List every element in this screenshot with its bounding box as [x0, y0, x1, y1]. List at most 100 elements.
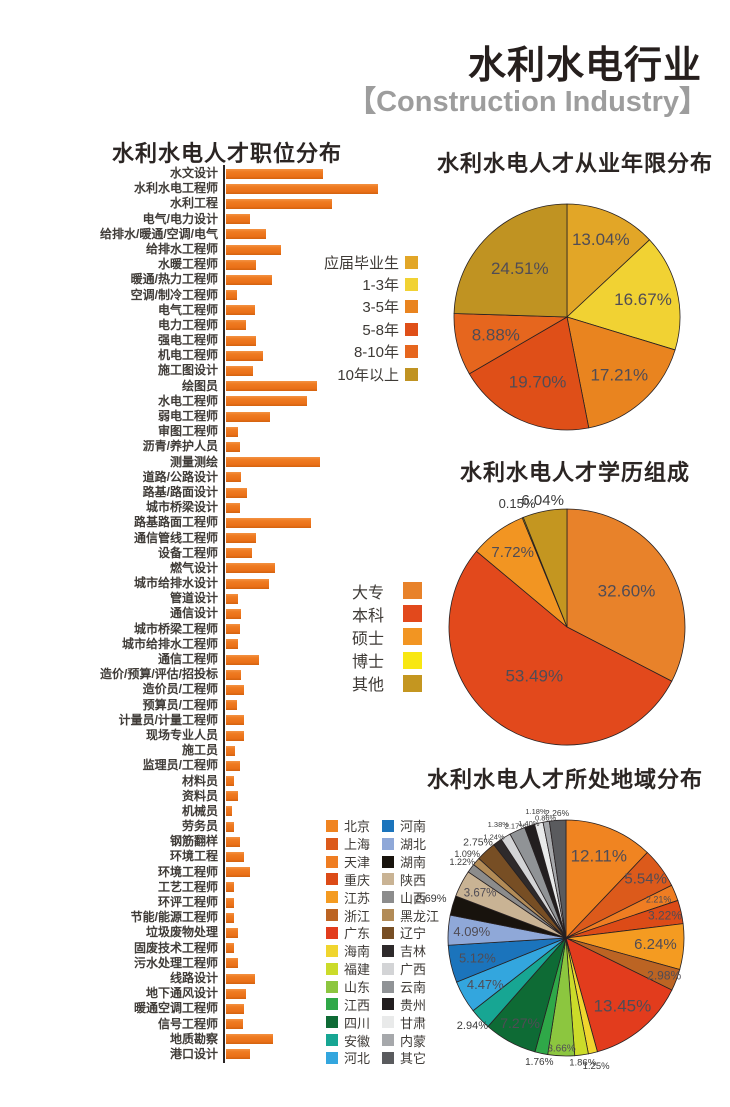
legend-item: 应届毕业生: [300, 251, 418, 273]
legend-region-col1: 北京 上海 天津 重庆 江苏 浙江 广东 海南 福建 山东 江西 四川 安徽 河北: [326, 817, 370, 1067]
legend-label: 硕士: [352, 630, 385, 648]
bar: [226, 593, 239, 604]
legend-item: 湖北: [382, 835, 439, 853]
bar-row: 通信管线工程师: [0, 531, 420, 546]
legend-label: 重庆: [344, 872, 371, 888]
bar-row: 绘图员: [0, 379, 420, 394]
bar: [226, 350, 263, 361]
bar-label: 水利水电工程师: [133, 181, 218, 196]
legend-label: 海南: [344, 944, 371, 960]
bar-row: 城市给排水工程师: [0, 637, 420, 652]
bar-row: 监理员/工程师: [0, 758, 420, 773]
bar-row: 固废技术工程师: [0, 941, 420, 956]
bar-label: 给排水工程师: [145, 241, 218, 256]
bar-row: 路基路面工程师: [0, 515, 420, 530]
bar-row: 给排水/暖通/空调/电气: [0, 227, 420, 242]
bar-label: 地质勘察: [169, 1031, 218, 1046]
bar: [226, 441, 240, 452]
bar-chart-axis-line: [223, 165, 225, 1063]
legend-item: 江西: [326, 995, 370, 1013]
pie-slice-1-3年: [566, 239, 681, 351]
bar-label: 暖通/热力工程师: [130, 272, 218, 287]
legend-swatch: [382, 873, 394, 886]
legend-label: 陕西: [400, 872, 427, 888]
bar-row: 设备工程师: [0, 546, 420, 561]
bar: [226, 381, 318, 392]
bar-row: 资料员: [0, 789, 420, 804]
pie-value-label: 1.40%: [518, 819, 540, 828]
legend-swatch: [403, 674, 422, 692]
bar-row: 港口设计: [0, 1047, 420, 1062]
bar-row: 管道设计: [0, 591, 420, 606]
pie-region-title: 水利水电人才所处地域分布: [426, 767, 703, 792]
legend-item: 天津: [326, 853, 370, 871]
bar-row: 电力工程师: [0, 318, 420, 333]
legend-swatch: [382, 926, 394, 939]
bar: [226, 988, 246, 999]
bar-label: 劳务员: [181, 819, 218, 834]
pie-value-label: 7.72%: [491, 544, 534, 561]
legend-swatch: [326, 909, 338, 922]
legend-item: 5-8年: [300, 318, 418, 340]
legend-label: 北京: [344, 819, 371, 835]
bar: [226, 624, 240, 635]
legend-item: 云南: [382, 978, 439, 996]
pie-slice-广东: [565, 937, 673, 1053]
bar-label: 固废技术工程师: [133, 940, 218, 955]
bar-label: 设备工程师: [157, 545, 218, 560]
bar-row: 暖通空调工程师: [0, 1001, 420, 1016]
legend-swatch: [382, 909, 394, 922]
bar-label: 机电工程师: [157, 348, 218, 363]
pie-value-label: 2.98%: [647, 968, 681, 982]
bar: [226, 533, 257, 544]
bar: [226, 973, 255, 984]
bar: [226, 198, 333, 209]
bar-label: 造价/预算/评估/招投标: [99, 667, 218, 682]
legend-label: 广东: [344, 926, 371, 942]
bar-row: 电气/电力设计: [0, 212, 420, 227]
bar-label: 施工员: [181, 743, 218, 758]
bar-label: 路基/路面设计: [142, 484, 218, 499]
bar-row: 通信工程师: [0, 652, 420, 667]
legend-label: 浙江: [344, 908, 371, 924]
bar: [226, 821, 234, 832]
legend-swatch: [326, 962, 338, 975]
pie-value-label: 1.76%: [525, 1057, 553, 1068]
bar-row: 造价/预算/评估/招投标: [0, 667, 420, 682]
bar-row: 燃气设计: [0, 561, 420, 576]
legend-item: 福建: [326, 960, 370, 978]
legend-item: 辽宁: [382, 924, 439, 942]
legend-swatch: [382, 944, 394, 957]
bar-label: 通信设计: [169, 606, 218, 621]
legend-swatch: [403, 605, 422, 623]
bar-row: 通信设计: [0, 606, 420, 621]
legend-item: 1-3年: [300, 273, 418, 295]
pie-value-label: 2.26%: [545, 808, 570, 818]
bar-label: 信号工程师: [157, 1016, 218, 1031]
bar-row: 测量测绘: [0, 455, 420, 470]
bar-label: 路基路面工程师: [133, 515, 218, 530]
bar-row: 暖通/热力工程师: [0, 272, 420, 287]
legend-label: 广西: [400, 962, 427, 978]
legend-swatch: [403, 651, 422, 669]
bar-label: 预算员/工程师: [142, 697, 218, 712]
bar-label: 管道设计: [169, 591, 218, 606]
pie-slice-10年以上: [453, 203, 568, 318]
pie-value-label: 8.88%: [472, 326, 520, 345]
bar: [226, 1003, 245, 1014]
legend-swatch: [382, 1034, 394, 1047]
bar-label: 强电工程师: [157, 333, 218, 348]
legend-swatch: [382, 1051, 394, 1064]
legend-item: 湖南: [382, 853, 439, 871]
legend-label: 湖南: [400, 855, 427, 871]
bar: [226, 548, 252, 559]
legend-item: 广东: [326, 924, 370, 942]
pie-experience: 13.04% 16.67% 17.21% 19.70% 8.88% 24.51%: [453, 203, 681, 431]
pie-value-label: 6.04%: [521, 492, 564, 509]
bar: [226, 897, 234, 908]
legend-swatch: [382, 891, 394, 904]
bar: [226, 229, 266, 240]
legend-item: 四川: [326, 1013, 370, 1031]
legend-item: 海南: [326, 942, 370, 960]
legend-item: 硕士: [352, 625, 422, 648]
